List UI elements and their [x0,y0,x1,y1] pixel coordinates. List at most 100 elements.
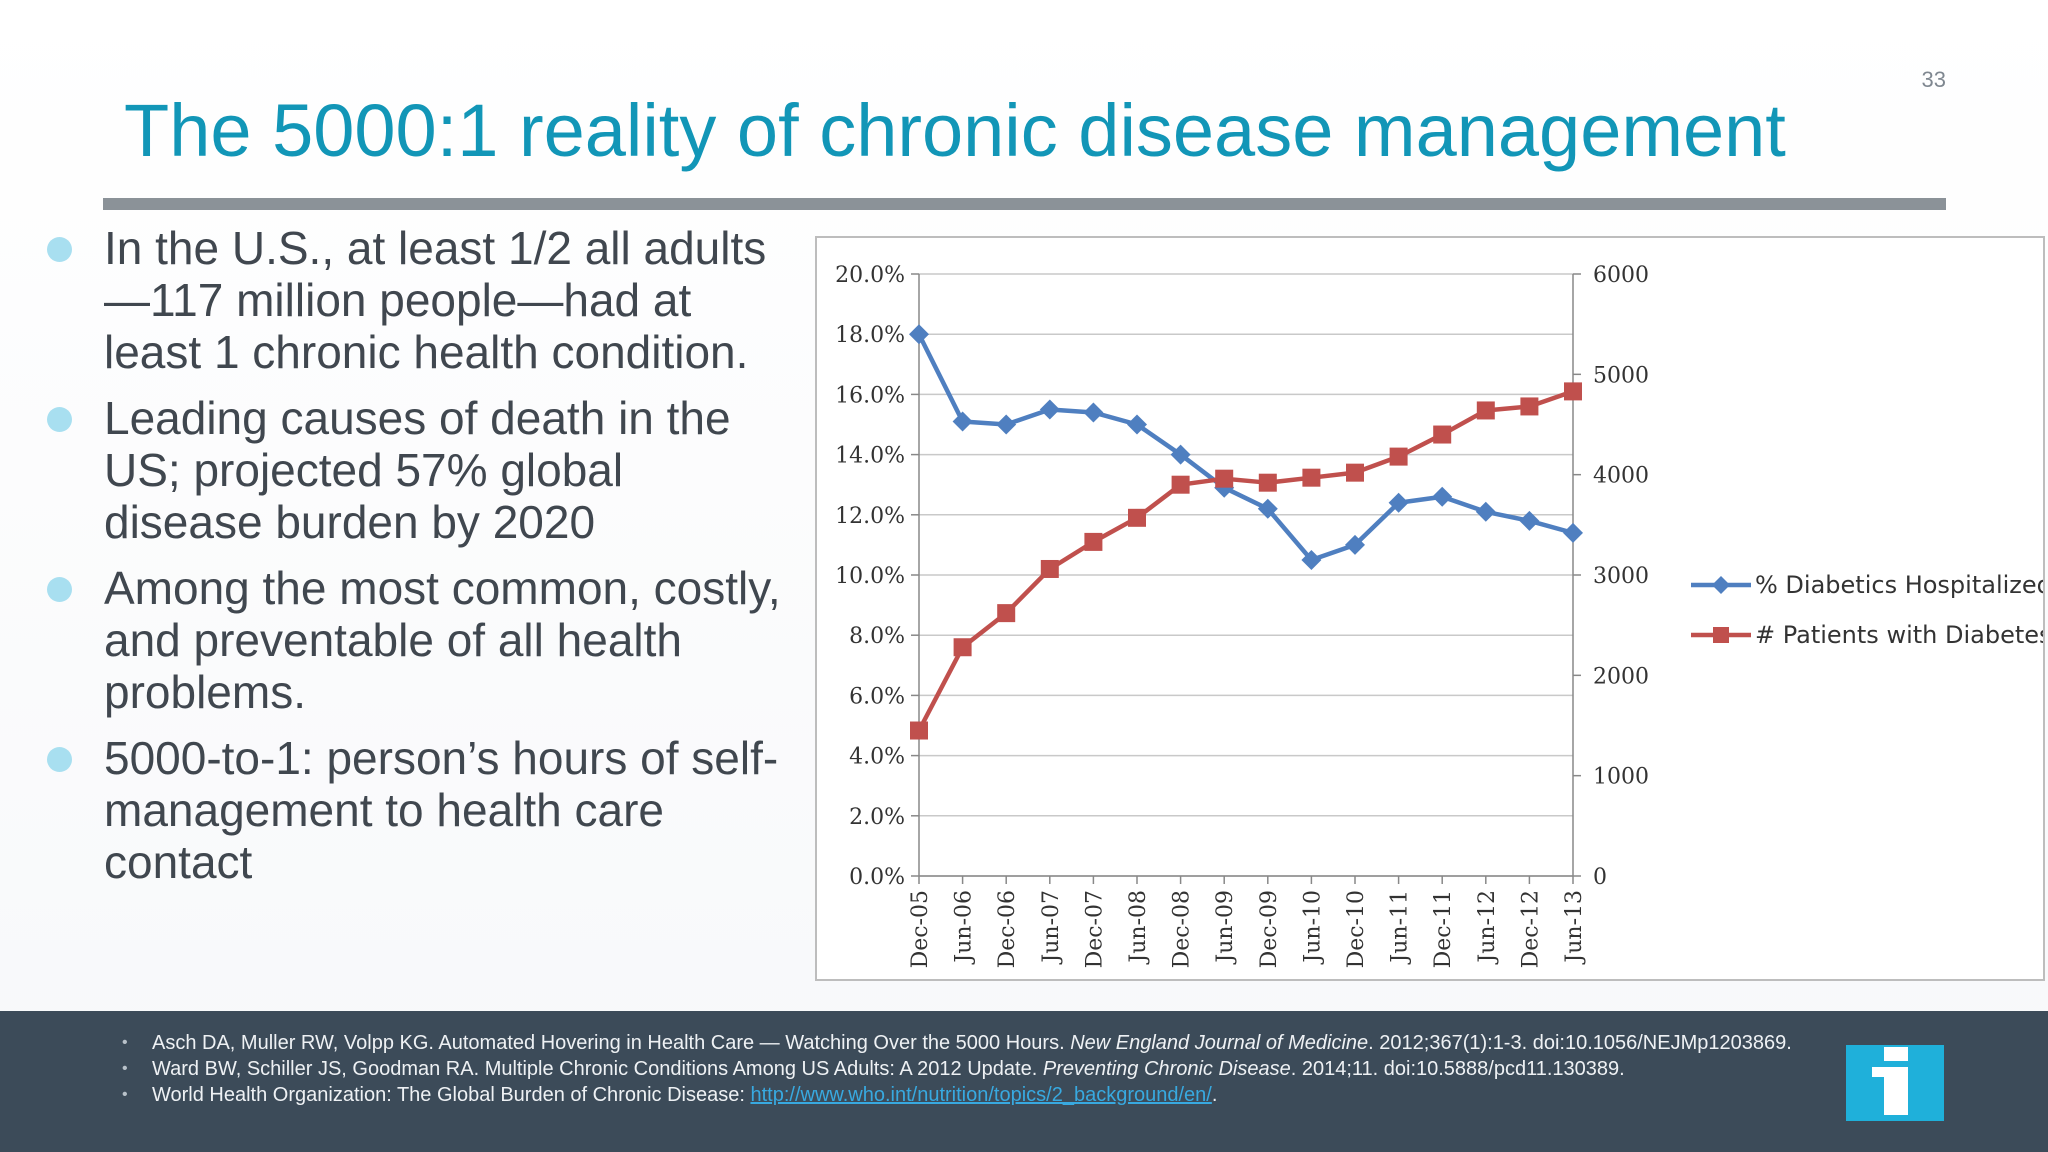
bullet-dot-icon [47,237,72,262]
bullet-text: 5000-to-1: person’s hours of self-manage… [104,732,779,888]
bullet-item: Among the most common, costly, and preve… [44,562,784,718]
data-point [1475,501,1496,522]
y-left-tick-label: 18.0% [835,323,905,348]
reference-bullet-icon: • [122,1086,128,1103]
y-right-tick-label: 4000 [1593,464,1649,489]
y-left-tick-label: 6.0% [849,684,905,709]
bullet-text: In the U.S., at least 1/2 all adults—117… [104,222,767,378]
y-left-tick-label: 20.0% [835,263,905,288]
logo-stem [1884,1067,1908,1115]
x-tick-label: Dec-09 [1257,890,1282,968]
x-tick-label: Jun-13 [1562,890,1587,965]
series-line [917,389,1574,732]
data-point [1563,522,1583,543]
reference-link[interactable]: http://www.who.int/nutrition/topics/2_ba… [750,1084,1212,1106]
page-number: 33 [1921,67,1946,92]
data-point [1476,401,1495,420]
bullet-item: In the U.S., at least 1/2 all adults—117… [44,222,784,378]
legend-marker [1713,627,1729,643]
data-point [1389,447,1408,466]
reference-text: World Health Organization: The Global Bu… [152,1084,751,1106]
data-point [1433,425,1452,444]
y-left-tick-label: 14.0% [835,444,905,469]
y-right-tick-label: 0 [1593,865,1607,890]
x-tick-label: Jun-10 [1300,890,1325,965]
y-left-tick-label: 4.0% [849,745,905,770]
data-point [1215,469,1234,488]
reference-text: . [1211,1084,1218,1106]
reference-item: • Ward BW, Schiller JS, Goodman RA. Multi… [118,1056,1798,1082]
x-tick-label: Jun-08 [1126,890,1151,965]
data-point [1128,508,1146,527]
bullet-item: 5000-to-1: person’s hours of self-manage… [44,732,784,888]
data-point [1083,402,1104,423]
data-point [1040,559,1059,578]
y-right-tick-label: 1000 [1593,765,1649,790]
reference-item: • Asch DA, Muller RW, Volpp KG. Automated… [118,1030,1798,1056]
legend-marker [1712,576,1730,594]
reference-text: Asch DA, Muller RW, Volpp KG. Automated … [152,1032,1071,1054]
data-point [1345,534,1365,555]
data-point [1301,549,1322,570]
data-point [952,411,973,432]
data-point [1564,382,1582,401]
series-line [916,333,1574,563]
data-point [1258,473,1277,492]
reference-journal: New England Journal of Medicine [1070,1032,1369,1054]
y-left-tick-label: 0.0% [849,865,905,890]
data-point [1388,492,1409,513]
y-right-tick-label: 6000 [1593,263,1649,288]
y-left-tick-label: 12.0% [835,504,905,529]
reference-item: • World Health Organization: The Global B… [118,1082,1798,1108]
x-tick-label: Dec-06 [995,890,1020,968]
bullet-item: Leading causes of death in the US; proje… [44,392,784,548]
x-tick-label: Jun-09 [1213,890,1238,965]
data-point [953,638,972,657]
y-left-tick-label: 8.0% [849,624,905,649]
y-left-tick-label: 2.0% [849,805,905,830]
data-point [997,604,1016,623]
data-point [1039,399,1060,420]
legend-label: # Patients with Diabetes [1755,621,2043,649]
reference-journal: Preventing Chronic Disease [1042,1058,1291,1080]
y-right-tick-label: 2000 [1593,664,1649,689]
footer: • Asch DA, Muller RW, Volpp KG. Automated… [0,1011,2048,1152]
x-tick-label: Dec-12 [1518,890,1543,968]
y-right-tick-label: 5000 [1593,363,1649,388]
data-point [1346,463,1364,482]
bullet-dot-icon [47,747,72,772]
bullet-dot-icon [47,577,72,602]
x-tick-label: Jun-11 [1388,890,1413,965]
data-point [996,414,1017,435]
bullet-dot-icon [47,407,72,432]
data-point [909,324,929,345]
data-point [1520,397,1539,416]
data-point [1171,475,1190,494]
bullet-text: Leading causes of death in the US; proje… [104,392,731,548]
data-point [910,721,928,740]
reference-bullet-icon: • [122,1060,128,1077]
chart: 0.0% 2.0% 4.0% 6.0% 8.0% 10.0% 12.0% 14.0% 16.0%… [815,236,2045,981]
data-point [1432,486,1453,507]
y-right-tick-label: 3000 [1593,564,1649,589]
bullet-text: Among the most common, costly, and preve… [104,562,781,718]
reference-list: • Asch DA, Muller RW, Volpp KG. Automated… [118,1030,1798,1108]
x-tick-label: Dec-10 [1344,890,1369,968]
reference-bullet-icon: • [122,1034,128,1051]
logo-dot [1884,1047,1908,1061]
x-tick-label: Jun-07 [1039,890,1064,965]
reference-text: Ward BW, Schiller JS, Goodman RA. Multip… [152,1058,1043,1080]
data-point [1519,510,1540,531]
data-point [1302,468,1321,487]
chart-svg: 0.0% 2.0% 4.0% 6.0% 8.0% 10.0% 12.0% 14.0% 16.0%… [835,263,2043,968]
x-tick-label: Dec-07 [1082,890,1107,968]
reference-text: . 2012;367(1):1-3. doi:10.1056/NEJMp1203… [1368,1032,1792,1054]
y-left-tick-label: 10.0% [835,564,905,589]
data-point [1170,444,1191,465]
x-tick-label: Dec-05 [908,890,933,968]
data-point [1084,532,1103,551]
data-point [1257,498,1278,519]
x-tick-label: Jun-12 [1475,890,1500,965]
reference-text: . 2014;11. doi:10.5888/pcd11.130389. [1290,1058,1625,1080]
